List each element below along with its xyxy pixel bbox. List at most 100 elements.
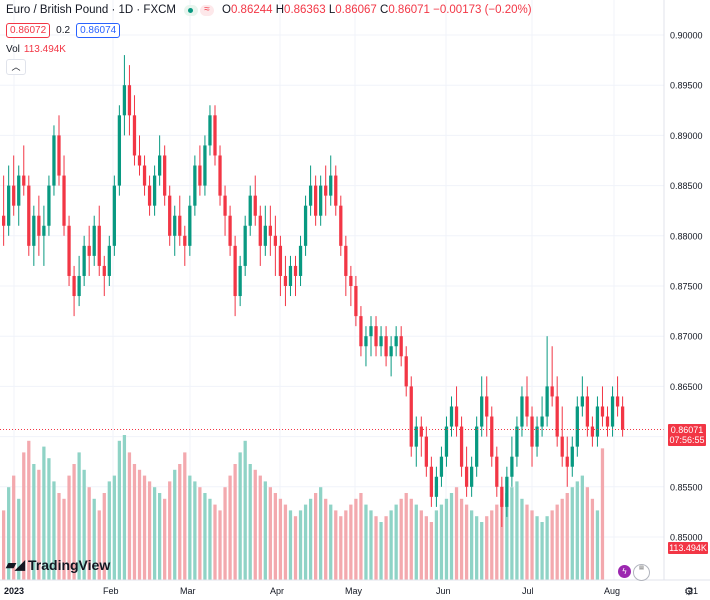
candle xyxy=(319,175,323,226)
candle xyxy=(92,215,96,266)
volume-bar xyxy=(470,510,474,580)
candle-body xyxy=(515,426,519,457)
candle xyxy=(168,185,172,246)
candle-body xyxy=(379,336,383,347)
candle-body xyxy=(585,396,590,427)
sell-price-button[interactable]: 0.86072 xyxy=(6,23,51,38)
volume-bar xyxy=(42,446,46,580)
candle xyxy=(459,416,464,477)
volume-bar xyxy=(193,481,197,580)
candle xyxy=(223,185,227,236)
time-axis[interactable]: 2023 Feb Mar Apr May Jun Jul Aug 21 xyxy=(0,579,710,596)
candle-body xyxy=(369,326,373,337)
volume-label: Vol xyxy=(6,44,20,55)
candle xyxy=(142,155,147,196)
candle xyxy=(555,376,559,447)
candle-body xyxy=(293,265,298,276)
volume-bar xyxy=(173,469,177,580)
volume-bar xyxy=(258,475,262,580)
candle-body xyxy=(188,205,192,246)
volume-bar xyxy=(560,498,564,580)
volume-bar xyxy=(349,504,353,580)
buy-price-button[interactable]: 0.86074 xyxy=(76,23,121,38)
volume-bar xyxy=(444,498,449,580)
candle xyxy=(147,175,152,216)
volume-bar xyxy=(142,475,147,580)
time-tick-label: Jul xyxy=(522,586,534,596)
volume-bar xyxy=(218,510,222,580)
candle xyxy=(283,255,288,307)
candle xyxy=(178,195,182,246)
candle xyxy=(384,326,388,367)
candle-body xyxy=(565,456,569,467)
volume-bar xyxy=(575,481,579,580)
volume-bar xyxy=(107,481,111,580)
candle xyxy=(454,386,459,437)
price-tick-label: 0.86500 xyxy=(670,382,703,392)
candle-body xyxy=(464,466,469,487)
candle xyxy=(208,105,212,156)
volume-bar xyxy=(409,498,413,580)
volume-bar xyxy=(132,464,137,580)
candle xyxy=(47,175,51,236)
candle-body xyxy=(2,215,6,226)
news-icon[interactable]: ▤ xyxy=(633,564,650,581)
last-price-value: 0.86071 xyxy=(670,425,704,435)
volume-bar xyxy=(7,487,11,580)
candle-body xyxy=(298,245,303,276)
candle-body xyxy=(409,386,413,447)
volume-bar xyxy=(414,504,418,580)
candle-body xyxy=(62,175,66,226)
candle xyxy=(444,416,449,467)
candle-body xyxy=(12,185,16,206)
candle-body xyxy=(364,336,368,347)
tradingview-logo[interactable]: ▰◢ TradingView xyxy=(6,557,110,573)
candle-body xyxy=(495,456,499,487)
candle xyxy=(485,376,489,437)
collapse-legend-chevron-up-icon[interactable]: ︿ xyxy=(6,59,26,75)
price-axis[interactable]: 0.90000 0.89500 0.89000 0.88500 0.88000 0.875… xyxy=(663,0,710,600)
candle xyxy=(470,456,474,497)
volume-bar xyxy=(233,464,237,580)
time-tick-label: Aug xyxy=(604,586,620,596)
candle-body xyxy=(595,406,600,437)
candle-body xyxy=(404,356,408,387)
volume-bar xyxy=(389,510,393,580)
candle-body xyxy=(228,215,232,246)
candle-body xyxy=(485,396,489,417)
settings-gear-icon[interactable]: ⚙ xyxy=(684,586,694,598)
volume-bar xyxy=(434,510,439,580)
symbol-title[interactable]: Euro / British Pound · 1D · FXCM xyxy=(6,4,176,16)
candle xyxy=(580,376,584,417)
volume-bar xyxy=(459,498,464,580)
flash-icon[interactable]: ϟ xyxy=(618,565,631,578)
candle xyxy=(253,175,257,226)
candle xyxy=(510,436,514,487)
volume-bar xyxy=(82,469,86,580)
candle xyxy=(354,275,358,327)
candle-body xyxy=(268,225,272,236)
candle-body xyxy=(208,115,212,146)
candle-body xyxy=(288,265,293,286)
price-axis-bg xyxy=(664,0,710,600)
time-tick-label: 21 xyxy=(688,586,698,596)
candle xyxy=(107,235,111,286)
last-price-tag: 0.86071 07:56:55 xyxy=(668,424,706,446)
candle-body xyxy=(500,486,504,507)
candle-body xyxy=(545,386,549,417)
candle-body xyxy=(57,135,61,176)
candle-body xyxy=(389,346,393,357)
candle-body xyxy=(384,336,388,357)
volume-bar xyxy=(359,493,363,580)
candle-body xyxy=(127,85,132,116)
candle-body xyxy=(454,406,459,427)
candle xyxy=(349,265,353,307)
candle-body xyxy=(560,436,564,457)
candle-body xyxy=(354,286,358,317)
volume-bar xyxy=(520,498,524,580)
candle-body xyxy=(233,245,237,297)
candle xyxy=(213,105,217,166)
price-tick-label: 0.89500 xyxy=(670,81,703,91)
candle xyxy=(72,265,76,317)
